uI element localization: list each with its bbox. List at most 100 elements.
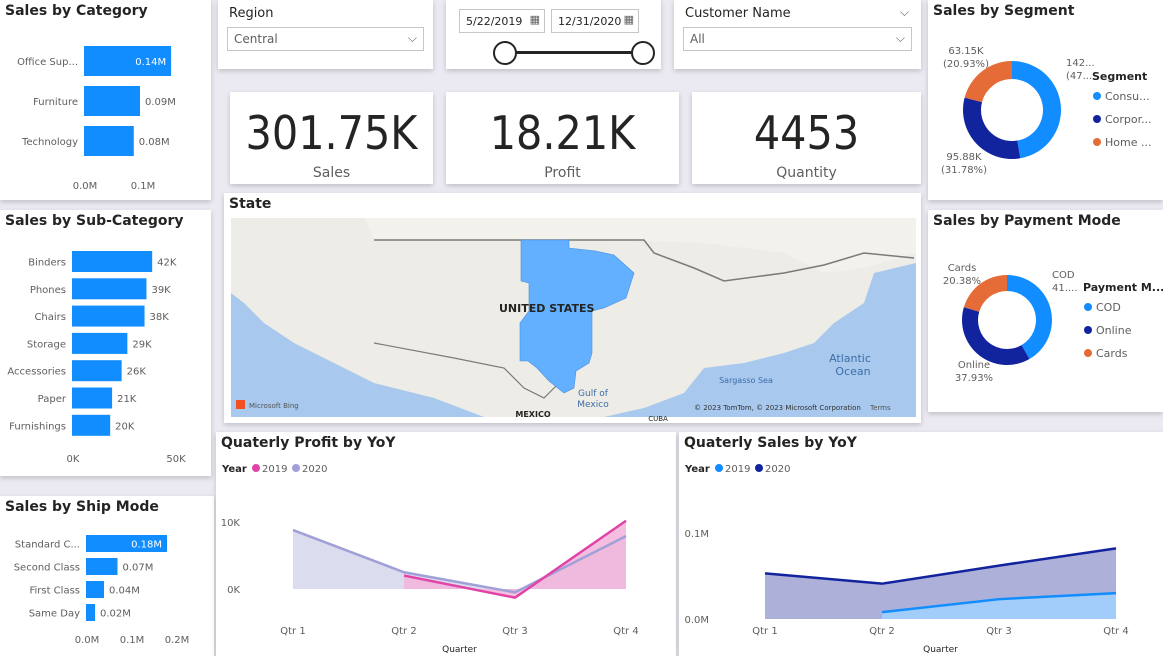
- series-line: [292, 528, 627, 594]
- legend-item: Cards: [1096, 347, 1128, 360]
- kpi-profit-label: Profit: [544, 165, 581, 181]
- end-date-input[interactable]: 12/31/2020 ▦: [551, 9, 639, 33]
- kpi-sales-label: Sales: [312, 165, 351, 181]
- legend-item: 2020: [302, 464, 327, 475]
- y-tick-label: 0.1M: [684, 529, 709, 540]
- kpi-profit-card: 18.21K Profit: [446, 92, 679, 184]
- legend-title: Segment: [1092, 70, 1147, 83]
- calendar-icon: ▦: [623, 13, 634, 26]
- bing-logo-icon: [236, 400, 245, 409]
- donut-slice: [963, 97, 1021, 159]
- donut-slice: [1012, 61, 1061, 159]
- bar-value-label: 21K: [117, 394, 137, 405]
- kpi-quantity-card: 4453 Quantity: [692, 92, 921, 184]
- sales-yoy-card: Quaterly Sales by YoY Year 2019 2020 0.0M 0.…: [679, 432, 1163, 656]
- slice-label: Cards: [948, 263, 977, 274]
- customer-slicer: Customer Name ⌵ All ⌵: [674, 0, 921, 69]
- customer-dropdown[interactable]: All ⌵: [683, 27, 912, 51]
- legend-marker: [1084, 326, 1092, 334]
- payment-chart[interactable]: COD 41.... Online 37.93% Cards 20.38% Payment …: [928, 210, 1163, 412]
- bar-label: Phones: [30, 285, 66, 296]
- area-fill: [882, 593, 1116, 619]
- date-range-end-handle[interactable]: [631, 41, 655, 65]
- map-copyright: © 2023 TomTom, © 2023 Microsoft Corporat…: [694, 404, 861, 412]
- bar-value-label: 20K: [115, 421, 135, 432]
- bar-label: Office Sup...: [17, 57, 78, 68]
- slice-label: 142...: [1066, 58, 1095, 69]
- bar-value-label: 0.18M: [131, 540, 162, 551]
- x-tick-label: Qtr 2: [391, 626, 416, 637]
- kpi-sales-value: 301.75K: [245, 106, 418, 160]
- category-title: Sales by Category: [5, 3, 148, 19]
- map-label-ocean: Ocean: [835, 365, 870, 378]
- x-tick-label: Qtr 1: [280, 626, 305, 637]
- bar-label: Furnishings: [9, 421, 66, 432]
- bar-value-label: 38K: [150, 312, 170, 323]
- x-tick-label: Qtr 3: [502, 626, 527, 637]
- profit-yoy-card: Quaterly Profit by YoY Year 2019 2020 0K 10K…: [216, 432, 676, 656]
- area-fill: [404, 520, 626, 598]
- calendar-icon: ▦: [529, 13, 540, 26]
- state-map-card: State UNITED STATES Atlantic Ocean Gulf …: [224, 193, 921, 423]
- shipmode-title: Sales by Ship Mode: [5, 499, 159, 515]
- mexico-border: [373, 342, 560, 399]
- slice-label: COD: [1052, 270, 1075, 281]
- y-tick-label: 0K: [227, 585, 240, 596]
- region-dropdown[interactable]: Central ⌵: [227, 27, 424, 51]
- bar-value-label: 0.09M: [145, 97, 176, 108]
- date-range-track: [505, 51, 643, 54]
- slice-label: 37.93%: [955, 373, 993, 384]
- bar: [72, 278, 147, 300]
- segment-chart[interactable]: 142... (47... 95.88K (31.78%) 63.15K (20.93%)…: [928, 0, 1163, 200]
- chevron-down-icon[interactable]: ⌵: [899, 5, 909, 19]
- slice-label: 95.88K: [946, 152, 982, 163]
- bar-label: Standard C...: [15, 540, 80, 551]
- series-line: [881, 591, 1117, 614]
- legend-marker: [755, 464, 763, 472]
- x-tick-label: 50K: [166, 454, 186, 465]
- category-card: Sales by Category Office Sup... 0.14M Furn…: [0, 0, 211, 200]
- map-terms-link[interactable]: Terms: [869, 404, 891, 412]
- slice-label: (20.93%): [943, 59, 989, 70]
- series-line: [764, 547, 1117, 585]
- slice-label: 63.15K: [948, 46, 984, 57]
- legend-item: 2020: [765, 464, 790, 475]
- area-fill: [293, 530, 626, 593]
- legend-marker: [1093, 138, 1101, 146]
- map-label-mexico: MEXICO: [515, 410, 550, 419]
- region-label: Region: [229, 6, 274, 21]
- legend-item: Home ...: [1105, 136, 1151, 149]
- bar-label: Chairs: [34, 312, 66, 323]
- kpi-sales-card: 301.75K Sales: [230, 92, 433, 184]
- bar: [84, 126, 134, 156]
- kpi-quantity-label: Quantity: [776, 165, 837, 181]
- start-date-input[interactable]: 5/22/2019 ▦: [459, 9, 545, 33]
- segment-card: Sales by Segment 142... (47... 95.88K (31.7…: [928, 0, 1163, 200]
- kpi-profit-value: 18.21K: [489, 106, 636, 160]
- legend-marker: [1093, 92, 1101, 100]
- legend-title: Payment M...: [1083, 281, 1163, 294]
- segment-title: Sales by Segment: [933, 3, 1075, 19]
- bar-label: Same Day: [29, 609, 80, 620]
- legend-marker: [1093, 115, 1101, 123]
- shipmode-chart[interactable]: Standard C... 0.18M Second Class 0.07M First…: [0, 496, 214, 656]
- subcategory-chart[interactable]: Binders 42K Phones 39K Chairs 38K Storage 29K Ac…: [0, 210, 211, 476]
- slice-label: 41....: [1052, 283, 1077, 294]
- chevron-down-icon: ⌵: [895, 31, 905, 45]
- bar: [72, 305, 145, 327]
- customer-label: Customer Name: [685, 6, 791, 21]
- donut-slice: [963, 275, 1007, 312]
- legend-item: Consu...: [1105, 90, 1150, 103]
- category-chart[interactable]: Office Sup... 0.14M Furniture 0.09M Technolo…: [0, 0, 211, 200]
- us-border: [374, 239, 915, 282]
- legend-marker: [1084, 349, 1092, 357]
- subcategory-card: Sales by Sub-Category Binders 42K Phones 39…: [0, 210, 211, 476]
- date-range-start-handle[interactable]: [493, 41, 517, 65]
- canada-land: [364, 218, 916, 273]
- legend-item: Online: [1096, 324, 1132, 337]
- bar: [86, 581, 104, 598]
- state-map[interactable]: UNITED STATES Atlantic Ocean Gulf of Mex…: [224, 193, 921, 423]
- profit-yoy-chart[interactable]: Year 2019 2020 0K 10K Qtr 1 Qtr 2 Qtr 3 Qtr 4 Qua…: [216, 432, 676, 656]
- sales-yoy-chart[interactable]: Year 2019 2020 0.0M 0.1M Qtr 1 Qtr 2 Qtr 3 Qtr 4…: [679, 432, 1163, 656]
- bar: [84, 86, 140, 116]
